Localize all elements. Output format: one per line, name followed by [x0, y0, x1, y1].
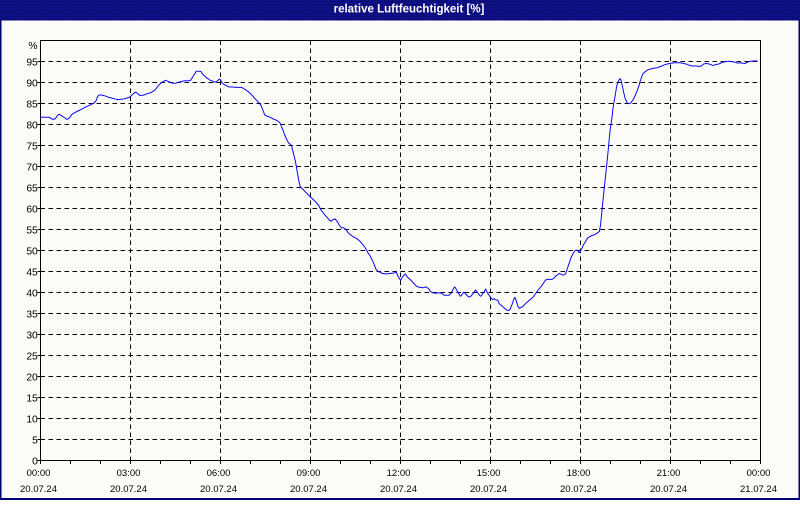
svg-text:21.07.24: 21.07.24 — [740, 484, 777, 495]
svg-text:60: 60 — [26, 205, 38, 216]
svg-text:20.07.24: 20.07.24 — [470, 484, 507, 495]
svg-text:20.07.24: 20.07.24 — [200, 484, 237, 495]
svg-text:40: 40 — [26, 289, 38, 300]
svg-text:50: 50 — [26, 247, 38, 258]
svg-text:20.07.24: 20.07.24 — [380, 484, 417, 495]
svg-text:80: 80 — [26, 121, 38, 132]
svg-text:03:00: 03:00 — [117, 468, 141, 479]
svg-text:90: 90 — [26, 79, 38, 90]
svg-text:25: 25 — [26, 352, 38, 363]
svg-text:20.07.24: 20.07.24 — [290, 484, 327, 495]
svg-text:95: 95 — [26, 58, 38, 69]
svg-text:21:00: 21:00 — [657, 468, 681, 479]
svg-text:5: 5 — [32, 436, 38, 447]
svg-text:00:00: 00:00 — [747, 468, 771, 479]
svg-text:18:00: 18:00 — [567, 468, 591, 479]
svg-text:relative Luftfeuchtigkeit [%]: relative Luftfeuchtigkeit [%] — [334, 3, 485, 15]
svg-text:35: 35 — [26, 310, 38, 321]
svg-text:%: % — [28, 41, 37, 52]
svg-text:30: 30 — [26, 331, 38, 342]
svg-text:45: 45 — [26, 268, 38, 279]
svg-text:65: 65 — [26, 184, 38, 195]
svg-text:55: 55 — [26, 226, 38, 237]
svg-text:20.07.24: 20.07.24 — [110, 484, 147, 495]
svg-text:15:00: 15:00 — [477, 468, 501, 479]
svg-text:70: 70 — [26, 163, 38, 174]
svg-text:0: 0 — [32, 457, 38, 468]
svg-text:12:00: 12:00 — [387, 468, 411, 479]
svg-text:20: 20 — [26, 373, 38, 384]
svg-text:20.07.24: 20.07.24 — [560, 484, 597, 495]
svg-text:20.07.24: 20.07.24 — [20, 484, 57, 495]
svg-text:75: 75 — [26, 142, 38, 153]
svg-text:10: 10 — [26, 415, 38, 426]
svg-text:15: 15 — [26, 394, 38, 405]
svg-text:06:00: 06:00 — [207, 468, 231, 479]
svg-text:20.07.24: 20.07.24 — [650, 484, 687, 495]
svg-text:09:00: 09:00 — [297, 468, 321, 479]
svg-text:85: 85 — [26, 100, 38, 111]
svg-text:00:00: 00:00 — [27, 468, 51, 479]
